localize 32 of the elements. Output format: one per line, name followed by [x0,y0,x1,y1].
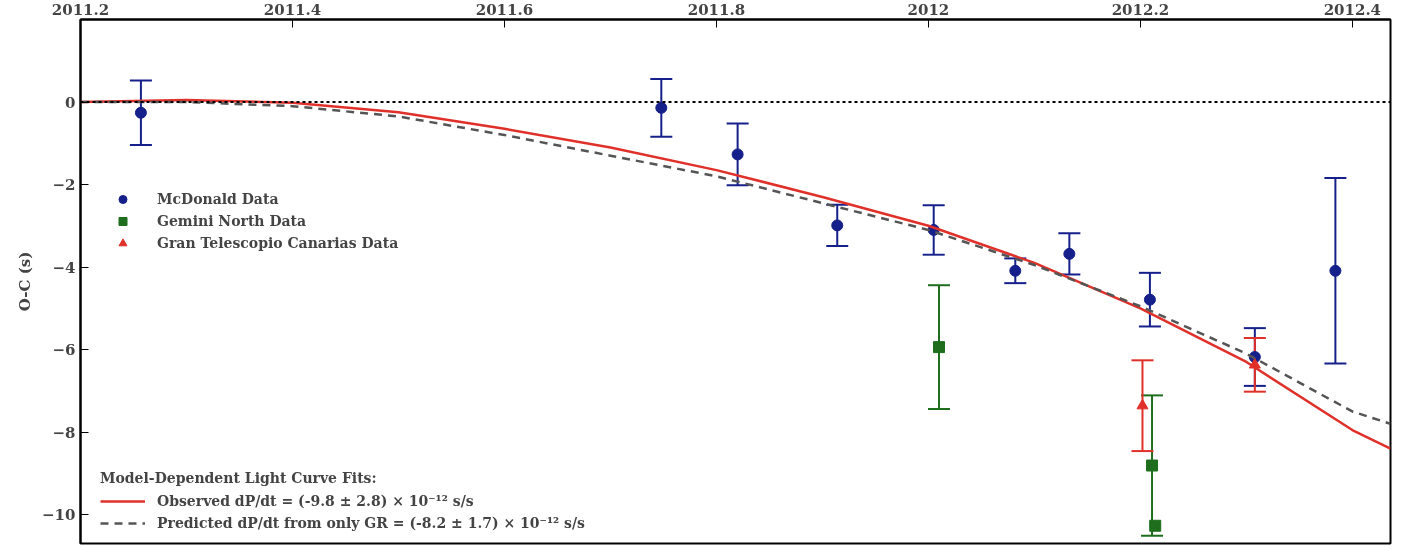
legend-label: Gemini North Data [157,213,307,229]
x-tick-label: 2011.6 [475,0,534,19]
point [1136,398,1149,410]
point [831,219,844,232]
point [1149,519,1162,532]
legend-label: McDonald Data [157,191,279,207]
y-tick-label: −10 [42,506,76,525]
point [1146,459,1159,472]
legend-label: Predicted dP/dt from only GR = (-8.2 ± 1.7) × 10⁻¹² s/s [157,515,585,531]
legend-label: Observed dP/dt = (-9.8 ± 2.8) × 10⁻¹² s/s [157,493,474,509]
legend-label: Gran Telescopio Canarias Data [157,235,399,251]
point [134,106,147,119]
point [933,341,945,354]
x-tick-label: 2012 [907,0,950,19]
y-tick-label: −6 [52,341,76,360]
y-tick-label: 0 [65,93,76,112]
x-tick-label: 2011.4 [263,0,322,19]
point [1329,264,1342,277]
point [655,101,668,114]
point [1063,247,1076,260]
point [731,148,744,161]
y-axis-title: O-C (s) [16,251,35,312]
y-tick-label: −4 [52,258,76,277]
point [1009,264,1022,277]
x-tick-label: 2011.2 [51,0,110,19]
x-tick-label: 2012.4 [1323,0,1382,19]
y-tick-label: −8 [52,423,76,442]
y-tick-label: −2 [52,176,76,195]
point [1143,293,1156,306]
legend-title: Model-Dependent Light Curve Fits: [100,470,378,486]
x-tick-label: 2012.2 [1111,0,1170,19]
x-tick-label: 2011.8 [687,0,746,19]
